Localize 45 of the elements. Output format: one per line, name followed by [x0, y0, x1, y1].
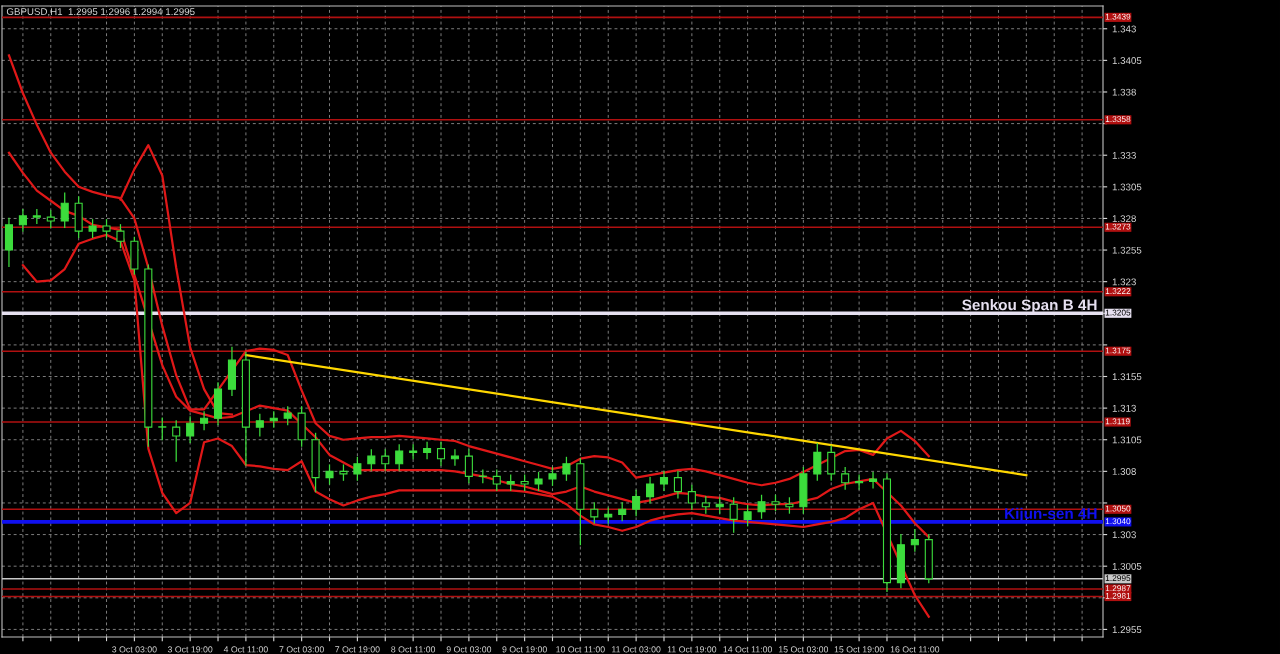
y-tick-label: 1.2955 — [1112, 626, 1142, 634]
y-tick-label: 1.338 — [1112, 88, 1136, 96]
ref-line-label: 1.3205 — [1105, 309, 1131, 316]
x-tick-label: 15 Oct 03:00 — [778, 646, 829, 653]
ref-line-label: 1.3439 — [1105, 13, 1131, 20]
x-tick-label: 9 Oct 19:00 — [502, 646, 547, 653]
y-tick-label: 1.3105 — [1112, 436, 1142, 444]
chart-title: GBPUSD,H1 1.2995 1.2996 1.2994 1.2995 — [6, 8, 195, 17]
x-tick-label: 4 Oct 11:00 — [223, 646, 268, 653]
y-tick-label: 1.313 — [1112, 404, 1136, 412]
x-tick-label: 16 Oct 11:00 — [890, 646, 940, 653]
x-tick-label: 7 Oct 19:00 — [335, 646, 380, 653]
x-tick-label: 3 Oct 19:00 — [167, 646, 213, 653]
ref-line-label: 1.3040 — [1105, 518, 1131, 525]
ref-line-label: 1.3273 — [1105, 223, 1131, 230]
x-tick-label: 8 Oct 11:00 — [391, 646, 436, 653]
y-tick-label: 1.308 — [1112, 468, 1136, 475]
y-tick-label: 1.3155 — [1112, 373, 1142, 381]
ref-line-label: 1.3175 — [1105, 347, 1131, 354]
ref-line-label: 1.3358 — [1105, 116, 1131, 123]
y-tick-label: 1.323 — [1112, 278, 1136, 286]
y-tick-label: 1.3405 — [1112, 57, 1142, 64]
y-tick-label: 1.3255 — [1112, 246, 1142, 254]
annotation: Kijun-sen 4H — [1005, 507, 1097, 522]
x-tick-label: 15 Oct 19:00 — [834, 646, 884, 653]
y-tick-label: 1.328 — [1112, 215, 1136, 223]
ref-line-label: 1.3222 — [1105, 288, 1131, 295]
x-tick-label: 9 Oct 03:00 — [446, 646, 492, 653]
y-tick-label: 1.333 — [1112, 151, 1136, 159]
x-tick-label: 3 Oct 03:00 — [112, 646, 157, 653]
ref-line-label: 1.2995 — [1105, 575, 1131, 582]
x-tick-label: 10 Oct 11:00 — [556, 646, 605, 653]
y-tick-label: 1.3005 — [1112, 562, 1142, 570]
y-tick-label: 1.303 — [1112, 531, 1136, 539]
x-tick-label: 11 Oct 19:00 — [667, 646, 717, 653]
ref-line-label: 1.3119 — [1105, 418, 1130, 425]
ref-line-label: 1.2981 — [1105, 592, 1131, 599]
y-tick-label: 1.343 — [1112, 25, 1136, 33]
x-tick-label: 14 Oct 11:00 — [723, 646, 772, 653]
ref-line-label: 1.3050 — [1105, 505, 1131, 512]
annotation: Senkou Span B 4H — [962, 299, 1097, 314]
x-tick-label: 7 Oct 03:00 — [279, 646, 324, 653]
x-tick-label: 11 Oct 03:00 — [612, 646, 661, 653]
ref-line-label: 1.2987 — [1105, 585, 1131, 592]
y-tick-label: 1.3305 — [1112, 183, 1142, 191]
